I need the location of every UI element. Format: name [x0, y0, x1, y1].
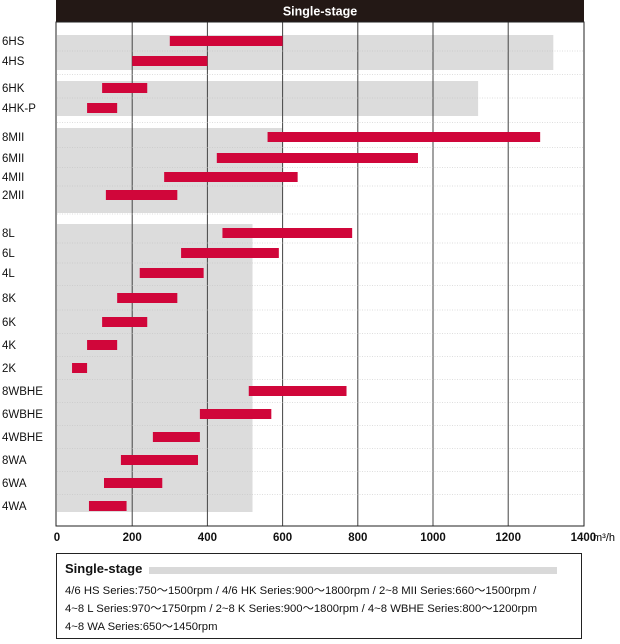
range-bar-8wbhe — [248, 386, 347, 396]
x-tick-label: 0 — [54, 532, 60, 544]
range-bar-8l — [222, 228, 353, 238]
row-label: 6WA — [2, 478, 27, 490]
row-label: 6L — [2, 248, 15, 260]
range-bar-6k — [102, 317, 148, 327]
series-band — [57, 35, 554, 70]
chart-header — [56, 0, 584, 22]
gridlines — [57, 22, 584, 526]
row-label: 4HK-P — [2, 103, 36, 115]
series-bands — [57, 35, 554, 512]
plot-frame — [55, 21, 585, 527]
x-tick-label: 800 — [348, 532, 367, 544]
range-bar-2mii — [105, 190, 178, 200]
range-bar-4l — [139, 268, 204, 278]
x-tick-label: 400 — [198, 532, 217, 544]
row-label: 6HS — [2, 36, 25, 48]
range-bar-6l — [181, 248, 279, 258]
row-label: 8K — [2, 293, 16, 305]
range-bar-2k — [72, 363, 88, 373]
range-bar-4wa — [88, 501, 127, 511]
range-bar-4wbhe — [152, 432, 200, 442]
note-line: 4~8 WA Series:650～1450rpm — [65, 621, 218, 633]
range-bar-8mii — [267, 132, 541, 142]
row-label: 8WBHE — [2, 386, 43, 398]
row-label: 4WA — [2, 501, 27, 513]
chart-title: Single-stage — [283, 5, 357, 19]
range-chart: Single-stage 6HS 4HS 6HK 4HK-P 8MII 6MII 4MII 2… — [2, 0, 615, 544]
row-label: 8L — [2, 228, 15, 240]
range-bar-4k — [87, 340, 118, 350]
range-bar-6hs — [169, 36, 283, 46]
range-bar-6wbhe — [199, 409, 272, 419]
row-label: 6HK — [2, 83, 25, 95]
range-bar-6hk — [102, 83, 148, 93]
row-label: 4WBHE — [2, 432, 43, 444]
row-label: 2K — [2, 363, 16, 375]
x-tick-label: 1400 — [571, 532, 597, 544]
x-axis-ticks: 0 200 400 600 800 1000 1200 1400 — [54, 532, 596, 544]
row-label: 4MII — [2, 172, 24, 184]
row-labels: 6HS 4HS 6HK 4HK-P 8MII 6MII 4MII 2MII 8L 6L 4L 8K 6K… — [2, 36, 43, 513]
series-band — [57, 128, 283, 213]
range-bar-6mii — [216, 153, 418, 163]
row-label: 4K — [2, 340, 16, 352]
note-title: Single-stage — [65, 561, 143, 576]
x-tick-label: 1000 — [420, 532, 446, 544]
speed-note-box: Single-stage 4/6 HS Series:750～1500rpm /… — [56, 553, 582, 639]
x-tick-label: 1200 — [495, 532, 521, 544]
range-bar-8k — [117, 293, 178, 303]
row-label: 2MII — [2, 190, 24, 202]
note-line: 4/6 HS Series:750～1500rpm / 4/6 HK Serie… — [65, 585, 537, 597]
note-text: 4/6 HS Series:750～1500rpm / 4/6 HK Serie… — [65, 582, 579, 636]
row-label: 4HS — [2, 56, 25, 68]
row-label: 8WA — [2, 455, 27, 467]
note-divider — [149, 567, 557, 574]
row-label: 6WBHE — [2, 409, 43, 421]
row-label: 4L — [2, 268, 15, 280]
row-label: 6MII — [2, 153, 24, 165]
x-axis-unit: m³/h — [593, 532, 615, 544]
note-line: 4~8 L Series:970～1750rpm / 2~8 K Series:… — [65, 603, 538, 615]
range-bar-4hs — [132, 56, 208, 66]
range-bar-4mii — [164, 172, 298, 182]
range-bars — [72, 36, 541, 511]
range-bar-4hk-p — [87, 103, 118, 113]
row-label: 6K — [2, 317, 16, 329]
range-bar-6wa — [104, 478, 163, 488]
x-tick-label: 200 — [123, 532, 142, 544]
range-bar-8wa — [120, 455, 198, 465]
row-label: 8MII — [2, 132, 24, 144]
x-tick-label: 600 — [273, 532, 292, 544]
